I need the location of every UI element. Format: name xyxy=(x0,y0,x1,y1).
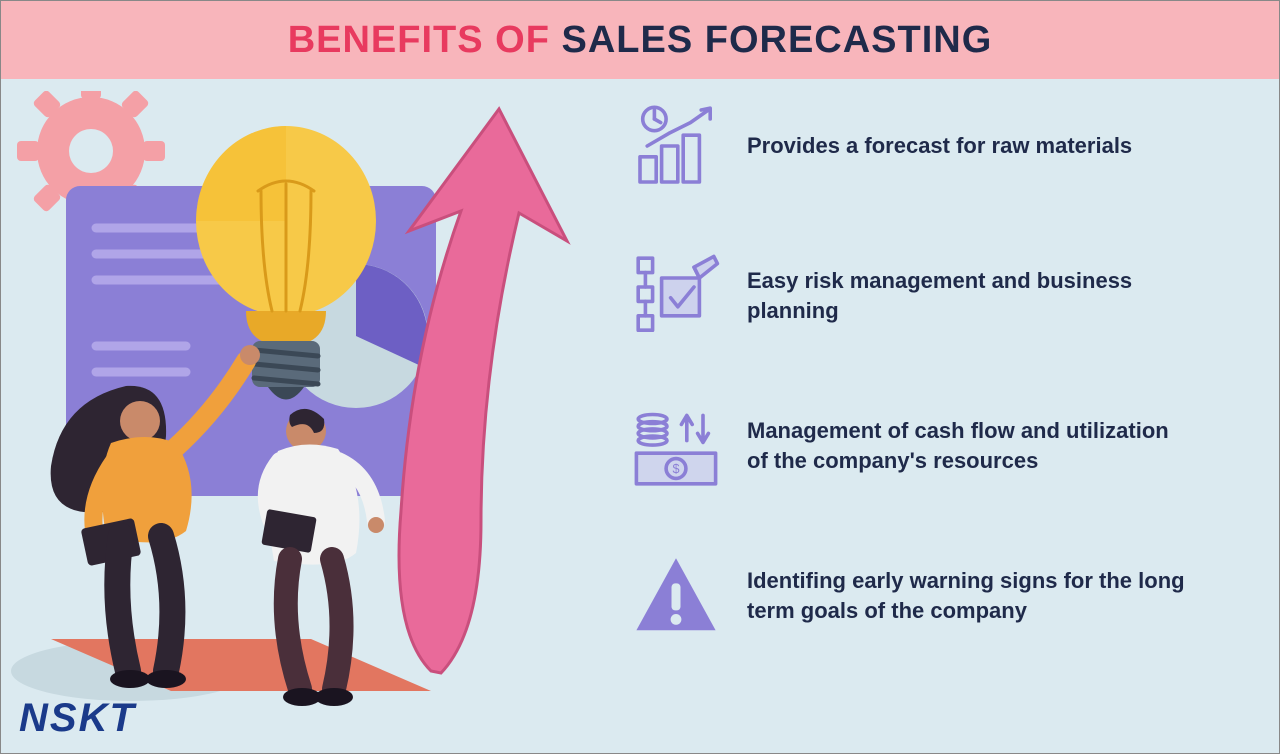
infographic-canvas: BENEFITS OF SALES FORECASTING xyxy=(0,0,1280,754)
benefit-text: Provides a forecast for raw materials xyxy=(747,131,1132,161)
brand-logo: NSKT xyxy=(19,696,136,741)
cashflow-icon: $ xyxy=(631,401,721,491)
benefit-text: Management of cash flow and utilization … xyxy=(747,416,1187,475)
benefit-item-warning: Identifing early warning signs for the l… xyxy=(631,551,1231,641)
title-part-1: BENEFITS OF xyxy=(288,19,550,61)
hero-illustration xyxy=(11,91,611,731)
planning-icon xyxy=(631,251,721,341)
benefit-text: Identifing early warning signs for the l… xyxy=(747,566,1187,625)
title-part-2: SALES FORECASTING xyxy=(550,19,992,61)
benefits-list: Provides a forecast for raw materials xyxy=(631,101,1231,641)
page-title: BENEFITS OF SALES FORECASTING xyxy=(288,19,993,62)
benefit-item-cashflow: $ Management of cash flow and utilizatio… xyxy=(631,401,1231,491)
benefit-text: Easy risk management and business planni… xyxy=(747,266,1187,325)
benefit-item-planning: Easy risk management and business planni… xyxy=(631,251,1231,341)
header-bar: BENEFITS OF SALES FORECASTING xyxy=(1,1,1279,79)
benefit-item-forecast: Provides a forecast for raw materials xyxy=(631,101,1231,191)
warning-icon xyxy=(631,551,721,641)
chart-growth-icon xyxy=(631,101,721,191)
svg-text:$: $ xyxy=(672,462,679,476)
